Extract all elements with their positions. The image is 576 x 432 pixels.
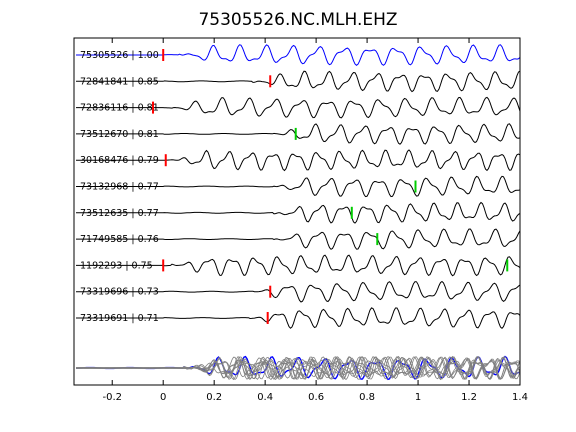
trace-line: [76, 175, 521, 198]
trace-line: [76, 149, 521, 172]
x-axis: -0.2 0 0.2 0.4 0.6 0.8 1 1.2 1.4: [102, 38, 528, 403]
trace-label: 71749585 | 0.76: [80, 234, 159, 245]
trace-label: 73512670 | 0.81: [80, 129, 159, 140]
trace-line: [76, 96, 521, 119]
x-tick-label: -0.2: [102, 392, 122, 403]
trace-line: [76, 280, 521, 303]
trace-line: [76, 254, 521, 277]
trace-label: 73132968 | 0.77: [80, 182, 159, 193]
trace-label: 30168476 | 0.79: [80, 155, 159, 166]
x-tick-label: 1: [415, 392, 421, 403]
trace-label: 75305526 | 1.00: [80, 50, 159, 61]
trace-line: [76, 228, 521, 250]
x-tick-label: 1.4: [512, 392, 528, 403]
x-tick-label: 0.2: [206, 392, 222, 403]
trace-label: 72836116 | 0.81: [80, 103, 159, 114]
trace-line: [76, 307, 521, 329]
trace-line: [76, 123, 521, 145]
chart-title: 75305526.NC.MLH.EHZ: [198, 10, 397, 30]
trace-line: [76, 201, 521, 224]
trace-label: 73319696 | 0.73: [80, 287, 159, 298]
x-tick-label: 0.6: [308, 392, 324, 403]
x-tick-label: 1.2: [461, 392, 477, 403]
x-tick-label: 0.8: [359, 392, 375, 403]
label-group: 75305526 | 1.00 72841841 | 0.85 72836116 |…: [80, 50, 159, 324]
trace-label: 1192293 | 0.75: [80, 260, 153, 271]
x-tick-label: 0.4: [257, 392, 273, 403]
pick-group: [152, 49, 509, 324]
trace-label: 73512635 | 0.77: [80, 208, 159, 219]
trace-label: 73319691 | 0.71: [80, 313, 159, 324]
trace-line: [76, 70, 521, 93]
x-tick-label: 0: [160, 392, 166, 403]
trace-label: 72841841 | 0.85: [80, 76, 159, 87]
stack-trace: [75, 356, 521, 381]
trace-line: [76, 44, 521, 66]
stack-group: [75, 355, 521, 381]
plot-frame: [73, 37, 521, 386]
trace-group: [76, 44, 521, 329]
